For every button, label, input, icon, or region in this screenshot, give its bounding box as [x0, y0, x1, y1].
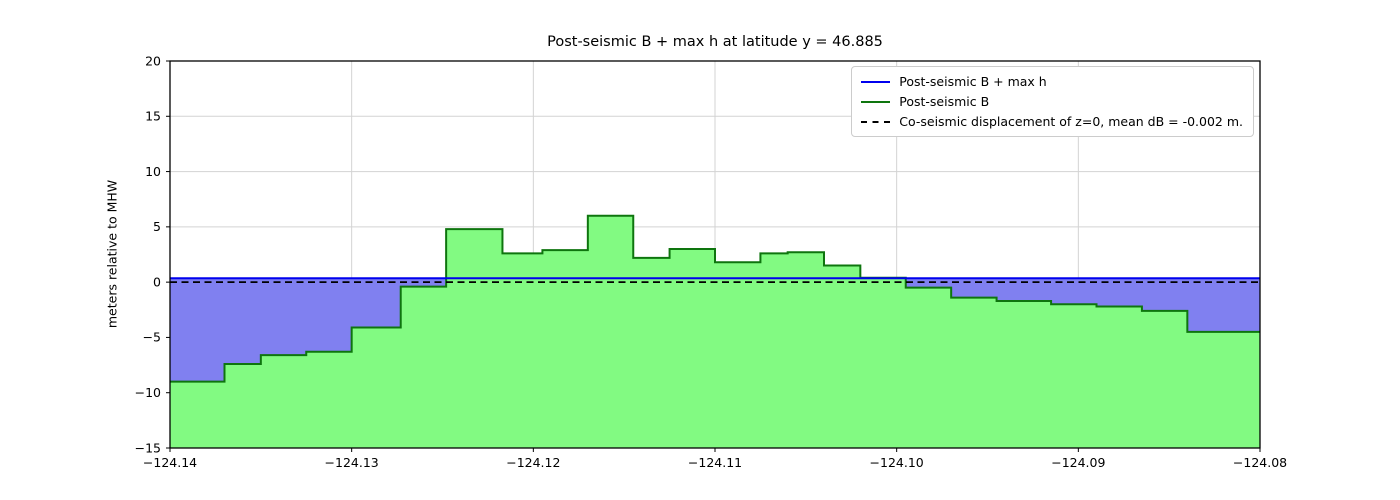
y-tick-label: 10	[145, 164, 161, 179]
y-tick-label: 15	[145, 109, 161, 124]
y-tick-label: −5	[143, 330, 161, 345]
post-seismic-b-line	[170, 214, 1260, 383]
green-line-swatch	[861, 100, 891, 103]
x-tick-label: −124.08	[1233, 455, 1287, 470]
legend-item-blue: Post-seismic B + max h	[861, 74, 1243, 89]
x-tick-label: −124.10	[870, 455, 924, 470]
y-tick-label: 5	[153, 219, 161, 234]
legend-item-dashed: Co-seismic displacement of z=0, mean dB …	[861, 114, 1243, 129]
post-seismic-b-area	[170, 215, 1260, 448]
chart-title: Post-seismic B + max h at latitude y = 4…	[547, 34, 883, 50]
x-tick-label: −124.11	[688, 455, 742, 470]
dashed-line-swatch	[861, 120, 891, 123]
legend-label: Post-seismic B + max h	[899, 74, 1047, 89]
y-tick-label: 0	[153, 274, 161, 289]
legend: Post-seismic B + max h Post-seismic B Co…	[851, 66, 1254, 137]
x-tick-label: −124.09	[1051, 455, 1105, 470]
x-tick-label: −124.14	[143, 455, 197, 470]
legend-item-green: Post-seismic B	[861, 94, 1243, 109]
legend-label: Co-seismic displacement of z=0, mean dB …	[899, 114, 1243, 129]
x-tick-label: −124.13	[325, 455, 379, 470]
x-tick-label: −124.12	[506, 455, 560, 470]
blue-line-swatch	[861, 80, 891, 83]
y-tick-label: −15	[135, 440, 161, 455]
legend-label: Post-seismic B	[899, 94, 990, 109]
y-tick-label: −10	[135, 385, 161, 400]
y-tick-label: 20	[145, 53, 161, 68]
